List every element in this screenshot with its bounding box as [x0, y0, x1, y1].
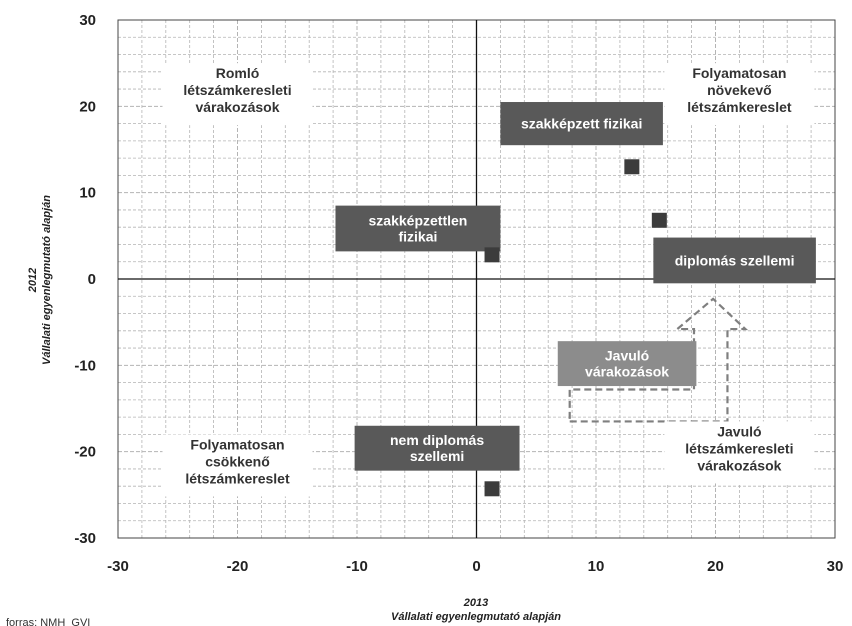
x-tick-label: 0 — [472, 558, 480, 575]
callout-label: nem diplomás — [390, 432, 484, 448]
quadrant-label-line: létszámkereslet — [687, 99, 792, 115]
y-tick-label: -30 — [74, 530, 96, 547]
quadrant-label-line: Folyamatosan — [190, 436, 284, 452]
callout-label: Javuló — [605, 348, 649, 364]
x-axis-year-label: 2013 — [463, 597, 488, 609]
category-callouts: szakképzett fizikai szakképzettlenfizikai… — [335, 102, 816, 471]
quadrant-label-line: Folyamatosan — [692, 65, 786, 81]
callout-label: fizikai — [398, 228, 437, 244]
x-tick-labels: -30 -20 -10 0 10 20 30 — [107, 558, 843, 575]
quadrant-label-line: növekevő — [707, 82, 772, 98]
x-tick-label: -10 — [346, 558, 368, 575]
callout-box — [354, 425, 520, 471]
quadrant-label-bg — [162, 434, 313, 497]
data-point-marker — [651, 212, 667, 228]
quadrant-label-line: várakozások — [697, 457, 781, 473]
quadrant-label-bg — [162, 63, 313, 126]
callout-label: diplomás szellemi — [675, 252, 795, 268]
x-tick-label: 30 — [827, 558, 844, 575]
data-points — [484, 159, 667, 497]
quadrant-label-line: létszámkeresleti — [685, 440, 793, 456]
y-tick-label: -10 — [74, 357, 96, 374]
y-axis-label: Vállalati egyenlegmutató alapján — [41, 195, 53, 365]
quadrant-label-line: Romló — [216, 65, 260, 81]
quadrant-label-line: várakozások — [195, 99, 279, 115]
quadrant-label-bg — [664, 421, 815, 484]
quadrant-label-line: létszámkeresleti — [183, 82, 291, 98]
x-tick-label: -30 — [107, 558, 129, 575]
quadrant-label-line: létszámkereslet — [185, 470, 290, 486]
quadrant-labels: RomlólétszámkeresletivárakozásokFolyamat… — [162, 63, 815, 497]
quadrant-label-line: csökkenő — [205, 453, 270, 469]
callout-box — [557, 341, 697, 387]
callout-box — [500, 102, 663, 146]
callout-box — [335, 205, 501, 252]
quadrant-label-line: Javuló — [717, 423, 761, 439]
arrow-outline — [568, 297, 749, 423]
callout-label: szellemi — [410, 448, 464, 464]
y-axis-year-label: 2012 — [27, 268, 39, 293]
y-tick-labels: -30 -20 -10 0 10 20 30 — [74, 12, 96, 547]
x-tick-label: 20 — [707, 558, 724, 575]
callout-box — [653, 237, 816, 284]
data-point-marker — [624, 159, 640, 175]
y-tick-label: -20 — [74, 444, 96, 461]
callout-label: szakképzettlen — [369, 212, 468, 228]
x-tick-label: 10 — [588, 558, 605, 575]
improving-expectations-arrow — [568, 297, 749, 423]
callout-label: várakozások — [585, 364, 669, 380]
y-tick-label: 30 — [79, 12, 96, 29]
x-axis-label: Vállalati egyenlegmutató alapján — [391, 611, 561, 623]
x-tick-label: -20 — [227, 558, 249, 575]
callout-label: szakképzett fizikai — [521, 116, 642, 132]
data-point-marker — [484, 481, 500, 497]
data-point-marker — [484, 247, 500, 263]
y-tick-label: 10 — [79, 185, 96, 202]
y-tick-label: 0 — [88, 271, 96, 288]
y-tick-label: 20 — [79, 98, 96, 115]
source-note: forras: NMH_GVI — [6, 617, 90, 626]
quadrant-label-bg — [664, 63, 815, 126]
